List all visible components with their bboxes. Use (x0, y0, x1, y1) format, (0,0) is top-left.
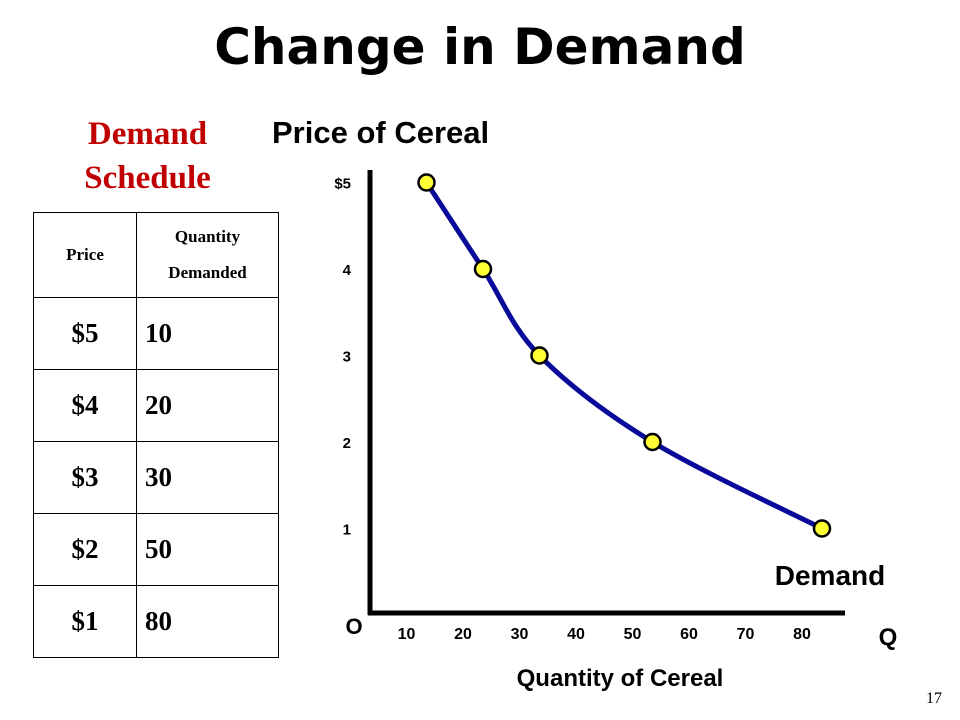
quantity-cell: 20 (136, 369, 279, 442)
price-cell: $5 (33, 297, 137, 370)
table-header-row: Price Quantity Demanded (33, 212, 279, 298)
header-qty-line1: Quantity (174, 227, 241, 246)
table-row: $2 50 (33, 513, 279, 586)
x-tick-label: 70 (737, 626, 755, 643)
x-tick-label: 50 (624, 626, 642, 643)
x-tick-label: 10 (398, 626, 416, 643)
demand-point (812, 519, 832, 538)
x-tick-label: 60 (680, 626, 698, 643)
x-tick-label: 30 (511, 626, 529, 643)
quantity-cell: 50 (136, 513, 279, 586)
x-tick-label: 40 (567, 626, 585, 643)
y-tick-label: 2 (343, 435, 351, 452)
demand-point (643, 432, 662, 452)
x-tick-label: 80 (793, 626, 811, 643)
table-row: $1 80 (33, 585, 279, 658)
y-tick-label: 1 (343, 522, 351, 539)
y-tick-label: 3 (343, 349, 351, 366)
demand-point (417, 173, 436, 192)
slide-title: Change in Demand (214, 18, 746, 76)
demand-curve-line (424, 181, 824, 531)
table-row: $4 20 (33, 369, 279, 442)
schedule-title: Demand Schedule (84, 116, 211, 196)
header-qty-line2: Demanded (168, 263, 247, 282)
price-cell: $2 (33, 513, 137, 586)
header-price: Price (33, 212, 137, 298)
page-number: 17 (926, 690, 942, 707)
table-row: $5 10 (33, 297, 279, 370)
quantity-cell: 10 (136, 297, 279, 370)
demand-point (530, 346, 549, 365)
quantity-cell: 80 (136, 585, 279, 658)
x-tick-label: 20 (454, 626, 472, 643)
demand-point (473, 259, 493, 279)
price-cell: $3 (33, 441, 137, 514)
x-axis-end-label: Q (879, 624, 898, 651)
demand-schedule-table: Price Quantity Demanded $5 10 $4 20 $3 3… (33, 212, 279, 658)
header-quantity-demanded: Quantity Demanded (136, 212, 279, 298)
y-tick-label: 4 (343, 262, 352, 279)
y-tick-label: $5 (334, 176, 351, 193)
x-axis-label: Quantity of Cereal (517, 665, 724, 692)
price-cell: $1 (33, 585, 137, 658)
demand-curve-label: Demand (775, 560, 885, 591)
chart-title: Price of Cereal (272, 115, 489, 150)
origin-label: O (345, 614, 362, 639)
